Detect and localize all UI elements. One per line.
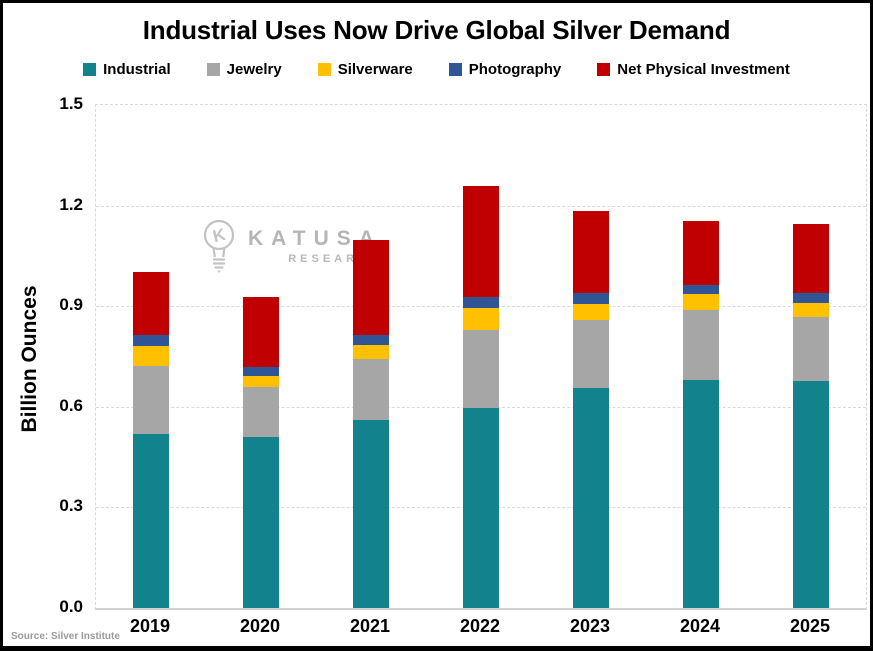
bar-segment-jewelry-2020 xyxy=(243,386,279,437)
bar-2023 xyxy=(573,211,609,608)
y-tick-label-0.0: 0.0 xyxy=(59,597,83,616)
y-tick-label-1.5: 1.5 xyxy=(59,94,83,113)
legend-swatch-jewelry xyxy=(206,63,220,76)
bar-segment-industrial-2021 xyxy=(353,420,389,608)
bar-segment-silverware-2025 xyxy=(793,302,829,317)
bar-segment-industrial-2020 xyxy=(243,436,279,608)
legend-item-silverware: Silverware xyxy=(317,61,413,78)
legend-label: Jewelry xyxy=(226,61,282,78)
y-tick-label-0.6: 0.6 xyxy=(59,395,83,415)
x-axis-label-2024: 2024 xyxy=(679,616,721,636)
bar-segment-photography-2023 xyxy=(573,293,609,304)
bar-2021 xyxy=(353,240,389,608)
bar-segment-net-physical-investment-2025 xyxy=(793,224,829,293)
legend-swatch-industrial xyxy=(83,63,97,76)
bar-segment-jewelry-2024 xyxy=(683,309,719,380)
y-tick-label-1.2: 1.2 xyxy=(59,194,83,214)
bar-segment-net-physical-investment-2024 xyxy=(683,221,719,285)
legend-item-industrial: Industrial xyxy=(83,61,171,78)
bar-segment-industrial-2024 xyxy=(683,379,719,608)
legend-swatch-photography xyxy=(448,63,462,76)
legend-swatch-silverware xyxy=(317,63,331,76)
x-axis-label-2025: 2025 xyxy=(789,616,831,636)
svg-text:K: K xyxy=(211,225,228,247)
legend-label: Net Physical Investment xyxy=(617,61,790,78)
bar-segment-net-physical-investment-2023 xyxy=(573,211,609,294)
bar-segment-silverware-2022 xyxy=(463,307,499,330)
bar-segment-silverware-2024 xyxy=(683,294,719,310)
bar-segment-jewelry-2022 xyxy=(463,329,499,409)
legend-label: Silverware xyxy=(337,61,413,78)
bar-2024 xyxy=(683,221,719,608)
bar-segment-industrial-2025 xyxy=(793,380,829,608)
bar-segment-photography-2025 xyxy=(793,292,829,303)
bar-segment-silverware-2019 xyxy=(133,345,169,367)
legend-item-photography: Photography xyxy=(448,61,562,78)
legend-item-jewelry: Jewelry xyxy=(206,61,282,78)
bar-segment-net-physical-investment-2022 xyxy=(463,185,499,298)
bar-segment-silverware-2021 xyxy=(353,345,389,360)
legend-item-net-physical-investment: Net Physical Investment xyxy=(597,61,790,78)
bar-2020 xyxy=(243,296,279,608)
bar-2019 xyxy=(133,272,169,608)
watermark-brand: KATUSA xyxy=(248,227,382,251)
legend-swatch-net-physical-investment xyxy=(597,63,611,76)
bar-segment-photography-2024 xyxy=(683,284,719,295)
legend-label: Photography xyxy=(468,61,562,78)
lightbulb-icon: K xyxy=(203,219,235,273)
x-axis-label-2021: 2021 xyxy=(349,616,391,636)
chart-title: Industrial Uses Now Drive Global Silver … xyxy=(142,15,731,45)
source-note: Source: Silver Institute xyxy=(11,631,120,642)
bar-2025 xyxy=(793,224,829,608)
bar-segment-photography-2020 xyxy=(243,366,279,376)
bar-segment-jewelry-2019 xyxy=(133,366,169,434)
x-axis-label-2023: 2023 xyxy=(569,616,611,636)
bar-segment-jewelry-2021 xyxy=(353,359,389,421)
y-tick-label-0.9: 0.9 xyxy=(59,295,83,315)
bar-segment-photography-2019 xyxy=(133,334,169,346)
bar-2022 xyxy=(463,185,499,608)
bar-segment-industrial-2023 xyxy=(573,388,609,608)
bar-segment-photography-2022 xyxy=(463,297,499,308)
bar-segment-jewelry-2023 xyxy=(573,320,609,389)
bar-segment-jewelry-2025 xyxy=(793,316,829,381)
bar-segment-industrial-2022 xyxy=(463,408,499,608)
bar-segment-industrial-2019 xyxy=(133,433,169,608)
x-axis-label-2020: 2020 xyxy=(239,616,281,636)
x-axis-label-2022: 2022 xyxy=(459,616,501,636)
plot-area: K KATUSA RESEARCH xyxy=(95,104,867,610)
bar-segment-photography-2021 xyxy=(353,335,389,346)
legend: Industrial Jewelry Silverware Photography Ne… xyxy=(3,61,870,78)
legend-label: Industrial xyxy=(103,61,171,78)
bar-segment-silverware-2023 xyxy=(573,303,609,321)
bar-segment-net-physical-investment-2020 xyxy=(243,296,279,367)
bar-segment-silverware-2020 xyxy=(243,375,279,387)
bar-segment-net-physical-investment-2021 xyxy=(353,240,389,336)
bar-segment-net-physical-investment-2019 xyxy=(133,272,169,335)
x-axis-label-2019: 2019 xyxy=(129,616,171,636)
y-tick-label-0.3: 0.3 xyxy=(59,496,83,516)
